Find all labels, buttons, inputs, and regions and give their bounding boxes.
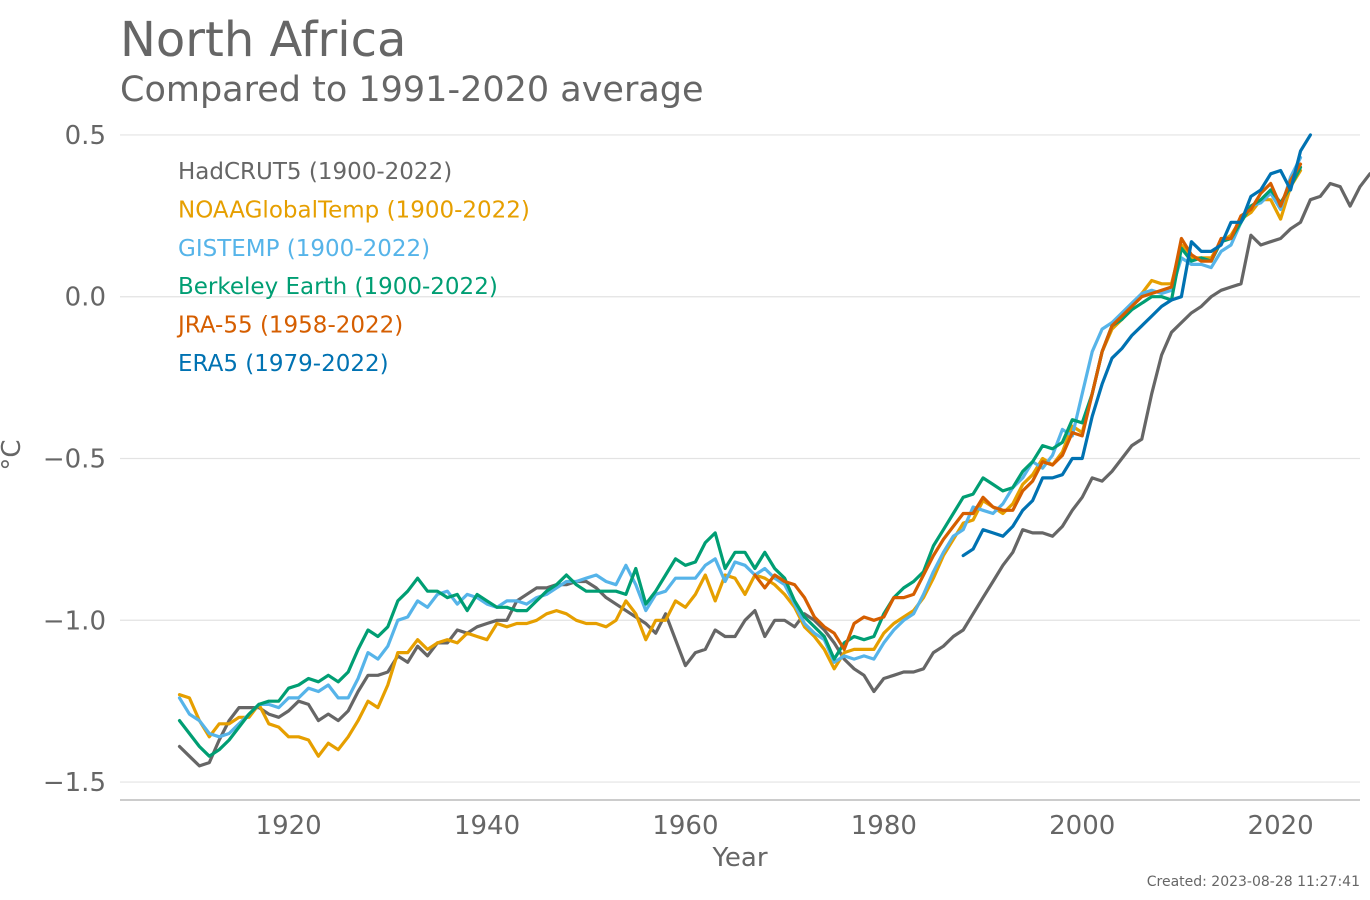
legend-entry: Berkeley Earth (1900-2022): [178, 274, 498, 300]
series-line: [177, 172, 1370, 768]
legend-entry: HadCRUT5 (1900-2022): [178, 159, 452, 185]
chart-subtitle: Compared to 1991-2020 average: [120, 70, 704, 110]
series-line: [177, 168, 1303, 758]
y-tick-label: −0.5: [43, 445, 106, 475]
legend-entry: ERA5 (1979-2022): [178, 351, 389, 377]
x-tick-label: 2000: [1049, 811, 1115, 841]
legend-entry: GISTEMP (1900-2022): [178, 236, 430, 262]
legend: HadCRUT5 (1900-2022) NOAAGlobalTemp (1900…: [176, 159, 530, 377]
y-axis-label: °C: [0, 439, 27, 470]
gridlines: [120, 134, 1360, 783]
x-tick-label: 2020: [1248, 811, 1314, 841]
series-line: [961, 133, 1313, 558]
created-timestamp: Created: 2023-08-28 11:27:41: [1146, 874, 1360, 890]
x-tick-label: 1960: [652, 811, 718, 841]
y-tick-labels: 0.5 0.0 −0.5 −1.0 −1.5: [43, 121, 106, 798]
x-tick-label: 1920: [256, 811, 322, 841]
series-line: [177, 156, 1303, 739]
x-tick-labels: 1920 1940 1960 1980 2000 2020: [256, 811, 1314, 841]
x-axis-label: Year: [711, 843, 767, 873]
legend-entry: JRA-55 (1958-2022): [176, 313, 403, 339]
y-tick-label: 0.5: [65, 121, 106, 151]
series-lines: [177, 133, 1370, 768]
y-tick-label: −1.5: [43, 768, 106, 798]
x-tick-label: 1980: [851, 811, 917, 841]
series-line: [753, 162, 1303, 652]
y-tick-label: −1.0: [43, 606, 106, 636]
legend-entry: NOAAGlobalTemp (1900-2022): [178, 197, 530, 223]
y-tick-label: 0.0: [65, 283, 106, 313]
chart-title: North Africa: [120, 12, 407, 68]
x-tick-label: 1940: [454, 811, 520, 841]
